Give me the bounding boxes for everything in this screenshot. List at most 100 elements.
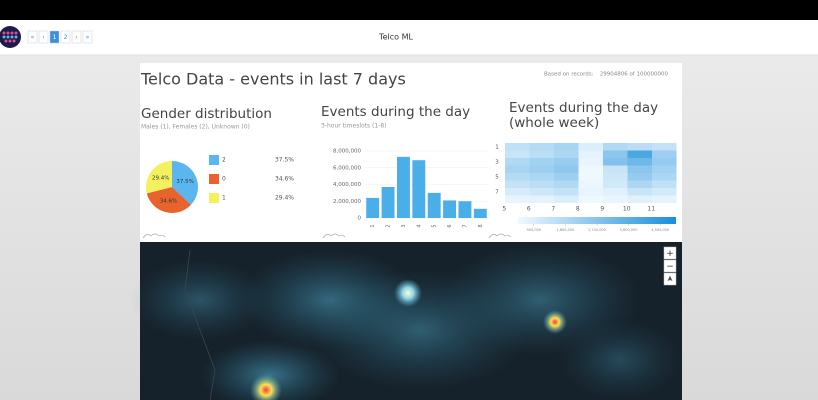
- bar: [381, 187, 395, 218]
- legend-label: 0: [222, 176, 226, 183]
- chart-subtitle: Males (1), Females (2), Unknown (0): [141, 124, 250, 131]
- heat-cell: [529, 150, 554, 158]
- colorbar-label: 4,500,000: [651, 228, 669, 232]
- heat-cell: [554, 195, 579, 203]
- heat-cell: [603, 165, 628, 173]
- heat-cell: [652, 173, 677, 181]
- heat-cell: [529, 188, 554, 196]
- widget-icons: [142, 233, 512, 239]
- y-tick-label: 3: [495, 159, 499, 165]
- slice-label: 29.4%: [152, 176, 169, 182]
- bar: [366, 197, 380, 218]
- zoom-label: −: [666, 262, 674, 272]
- colorbar-label: 3,600,000: [620, 228, 638, 232]
- y-tick-label: 5: [495, 174, 499, 180]
- top-bar: [0, 0, 818, 20]
- zoom-button[interactable]: [663, 246, 677, 260]
- colorbar: [518, 217, 676, 224]
- heat-cell: [652, 150, 677, 158]
- heat-cell: [554, 143, 579, 151]
- heat-cell: [578, 195, 603, 203]
- pager-button[interactable]: [27, 30, 38, 44]
- compass-icon: [667, 275, 673, 281]
- heat-cell: [554, 150, 579, 158]
- x-tick-label: 5: [432, 224, 438, 227]
- legend-value: 37.5%: [275, 157, 294, 164]
- heat-cell: [652, 180, 677, 188]
- legend-value: 29.4%: [275, 195, 294, 202]
- heat-cell: [603, 188, 628, 196]
- heat-cell: [505, 188, 530, 196]
- x-tick-label: 1: [370, 224, 376, 227]
- heat-cell: [578, 143, 603, 151]
- heat-cell: [505, 195, 530, 203]
- y-tick-label: 1: [495, 144, 499, 150]
- legend-label: 1: [222, 195, 226, 202]
- records-label: Based on records:: [544, 72, 594, 78]
- x-tick-label: 2: [386, 224, 392, 227]
- zoom-label: +: [666, 249, 674, 259]
- pager-label: 2: [64, 34, 68, 41]
- heat-cell: [627, 188, 652, 196]
- x-tick-label: 9: [600, 206, 604, 213]
- x-tick-label: 4: [416, 224, 422, 227]
- logo[interactable]: [0, 26, 21, 48]
- x-tick-label: 6: [447, 224, 453, 227]
- slice-label: 37.5%: [176, 179, 193, 185]
- records-value: 29904806 of 100000000: [600, 72, 669, 78]
- heat-cell: [529, 173, 554, 181]
- pager-button[interactable]: [60, 30, 71, 44]
- pager-button[interactable]: [49, 30, 60, 44]
- heat-cell: [652, 195, 677, 203]
- pager-label: ‹: [42, 34, 44, 41]
- y-tick-label: 8,000,000: [333, 149, 361, 155]
- heat-cell: [603, 158, 628, 166]
- pie-slice: [146, 161, 172, 194]
- pie-slice: [146, 187, 192, 213]
- heat-cell: [529, 158, 554, 166]
- heat-cell: [627, 165, 652, 173]
- legend-swatch: [209, 155, 219, 165]
- heat-cell: [554, 165, 579, 173]
- bar: [396, 156, 410, 218]
- x-tick-label: 8: [478, 224, 484, 227]
- pager-button[interactable]: [38, 30, 49, 44]
- heat-cell: [652, 143, 677, 151]
- heat-cell: [652, 158, 677, 166]
- zoom-button[interactable]: [663, 259, 677, 273]
- legend-value: 34.6%: [275, 176, 294, 183]
- y-tick-label: 7: [495, 189, 499, 195]
- x-tick-label: 7: [462, 224, 468, 227]
- heat-cell: [603, 195, 628, 203]
- heat-cell: [627, 150, 652, 158]
- pager-button[interactable]: [82, 30, 93, 44]
- x-tick-label: 5: [502, 206, 506, 213]
- heat-cell: [603, 150, 628, 158]
- bar: [473, 208, 487, 218]
- x-tick-label: 7: [551, 206, 555, 213]
- heat-cell: [603, 180, 628, 188]
- nav-bar: [0, 20, 818, 55]
- y-tick-label: 4,000,000: [333, 182, 361, 188]
- heat-cell: [554, 158, 579, 166]
- chart-title: Gender distribution: [141, 106, 272, 122]
- logo-dots: [2, 31, 18, 43]
- heat-cell: [505, 173, 530, 181]
- pager-label: ›: [75, 34, 77, 41]
- heat-cell: [505, 143, 530, 151]
- y-tick-label: 2,000,000: [333, 199, 361, 205]
- heat-cell: [578, 173, 603, 181]
- chart-subtitle: 3-hour timeslots (1-8): [321, 123, 387, 130]
- heat-cell: [627, 173, 652, 181]
- colorbar-label: 2,700,000: [588, 228, 606, 232]
- heat-cell: [554, 180, 579, 188]
- heat-cell: [529, 180, 554, 188]
- heat-cell: [627, 180, 652, 188]
- pie-slice: [172, 161, 198, 205]
- x-tick-label: 10: [623, 206, 631, 213]
- pager-button[interactable]: [71, 30, 82, 44]
- heat-cell: [554, 173, 579, 181]
- bar: [427, 192, 441, 218]
